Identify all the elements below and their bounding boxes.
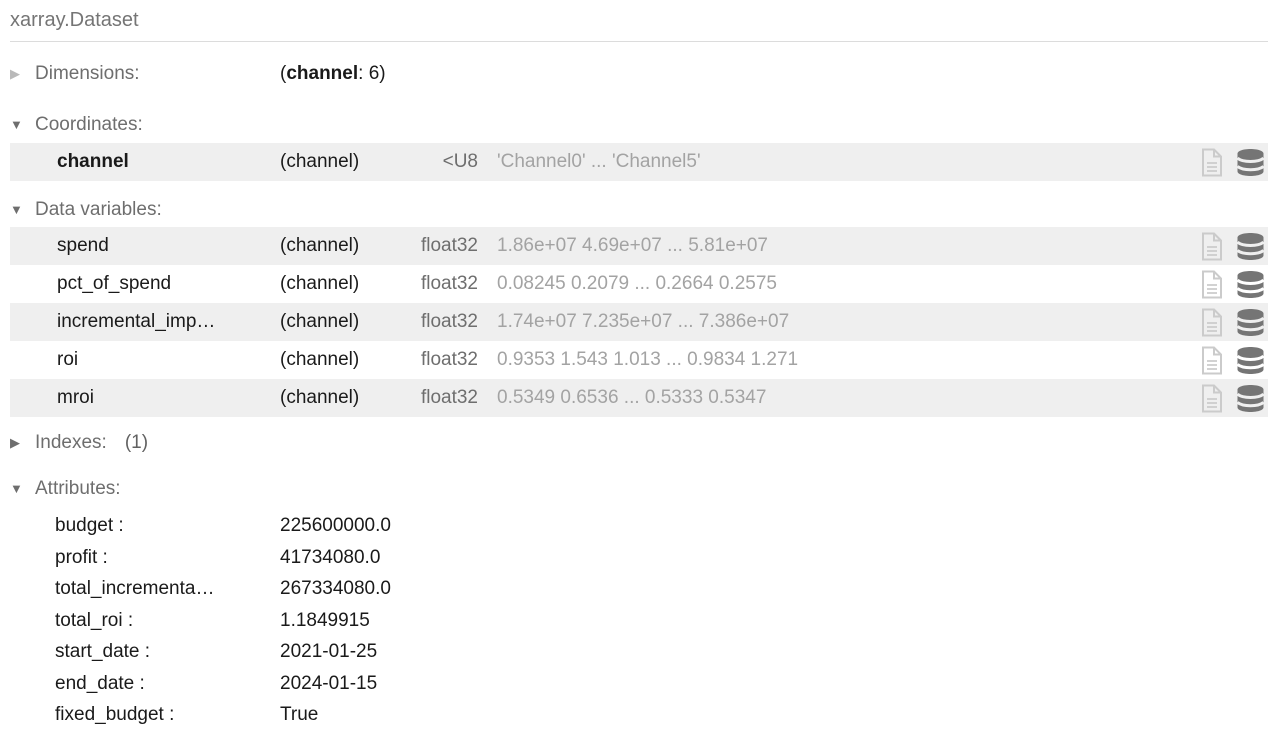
object-type-title: xarray.Dataset — [10, 9, 139, 31]
attribute-row: start_date : 2021-01-25 — [55, 636, 1268, 668]
dimension-size: : 6) — [358, 63, 386, 84]
attribute-value: 225600000.0 — [280, 515, 391, 536]
expand-collapsed-icon: ▶ — [10, 66, 20, 81]
attribute-key: start_date : — [55, 641, 151, 662]
file-text-icon[interactable] — [1200, 270, 1236, 299]
section-label-dimensions: Dimensions: — [35, 62, 140, 84]
file-text-icon[interactable] — [1200, 308, 1236, 337]
attribute-row: total_roi : 1.1849915 — [55, 605, 1268, 637]
section-header-dimensions: ▶ Dimensions: (channel: 6) — [10, 62, 1268, 85]
variable-row-spend: spend (channel) float32 1.86e+07 4.69e+0… — [10, 227, 1268, 265]
variable-dtype: float32 — [420, 235, 478, 256]
file-text-icon[interactable] — [1200, 232, 1236, 261]
database-icon[interactable] — [1236, 308, 1268, 337]
collapse-expanded-icon[interactable]: ▼ — [10, 117, 23, 132]
attribute-row: profit : 41734080.0 — [55, 542, 1268, 574]
variable-name: incremental_imp… — [57, 311, 216, 332]
collapse-expanded-icon[interactable]: ▼ — [10, 202, 23, 217]
variable-row-roi: roi (channel) float32 0.9353 1.543 1.013… — [10, 341, 1268, 379]
dimensions-summary: (channel: 6) — [280, 62, 386, 85]
variable-row-mroi: mroi (channel) float32 0.5349 0.6536 ...… — [10, 379, 1268, 417]
coordinates-list: channel (channel) <U8 'Channel0' ... 'Ch… — [10, 143, 1268, 181]
indexes-count: (1) — [124, 431, 149, 453]
file-text-icon[interactable] — [1200, 384, 1236, 413]
attribute-key: budget : — [55, 515, 124, 536]
variable-name: mroi — [57, 387, 94, 408]
coordinate-dims: (channel) — [280, 151, 360, 172]
database-icon[interactable] — [1236, 346, 1268, 375]
attribute-value: 2024-01-15 — [280, 672, 378, 694]
section-label-coordinates: Coordinates: — [35, 113, 143, 135]
expand-collapsed-icon[interactable]: ▶ — [10, 435, 20, 450]
variable-name: pct_of_spend — [57, 273, 172, 294]
xarray-dataset-repr: xarray.Dataset ▶ Dimensions: (channel: 6… — [10, 0, 1268, 731]
collapse-expanded-icon[interactable]: ▼ — [10, 481, 23, 496]
attributes-list: budget : 225600000.0 profit : 41734080.0… — [55, 510, 1268, 731]
attribute-key: fixed_budget : — [55, 704, 175, 725]
variable-dtype: float32 — [420, 387, 478, 408]
attribute-value: 267334080.0 — [280, 578, 391, 599]
dimension-name: channel — [286, 63, 359, 84]
variable-dtype: float32 — [420, 273, 478, 294]
attribute-value: True — [280, 704, 319, 725]
database-icon[interactable] — [1236, 270, 1268, 299]
variable-name: spend — [57, 235, 109, 256]
variable-preview: 0.9353 1.543 1.013 ... 0.9834 1.271 — [497, 349, 799, 370]
section-header-attributes[interactable]: ▼ Attributes: — [10, 477, 1268, 500]
section-label-indexes: Indexes: — [35, 431, 107, 453]
section-header-indexes[interactable]: ▶ Indexes: (1) — [10, 431, 1268, 454]
attribute-key: end_date : — [55, 672, 145, 694]
attribute-row: end_date : 2024-01-15 — [55, 668, 1268, 700]
file-text-icon[interactable] — [1200, 148, 1236, 177]
section-label-attributes: Attributes: — [35, 477, 121, 499]
variable-dims: (channel) — [280, 273, 360, 294]
database-icon[interactable] — [1236, 232, 1268, 261]
attribute-row: fixed_budget : True — [55, 699, 1268, 731]
section-label-data-variables: Data variables: — [35, 198, 162, 220]
coordinate-preview: 'Channel0' ... 'Channel5' — [497, 151, 701, 172]
coordinate-name: channel — [57, 151, 129, 172]
attribute-key: total_roi : — [55, 609, 134, 631]
coordinate-dtype: <U8 — [442, 151, 478, 172]
attribute-row: budget : 225600000.0 — [55, 510, 1268, 542]
database-icon[interactable] — [1236, 384, 1268, 413]
database-icon[interactable] — [1236, 148, 1268, 177]
variable-row-incremental-impact: incremental_imp… (channel) float32 1.74e… — [10, 303, 1268, 341]
variable-name: roi — [57, 349, 79, 370]
variable-preview: 0.08245 0.2079 ... 0.2664 0.2575 — [497, 273, 777, 294]
attribute-value: 2021-01-25 — [280, 641, 378, 662]
variable-dims: (channel) — [280, 235, 360, 256]
variable-dims: (channel) — [280, 387, 360, 408]
variable-preview: 1.86e+07 4.69e+07 ... 5.81e+07 — [497, 235, 769, 256]
paren-open: ( — [280, 63, 287, 84]
attribute-key: profit : — [55, 546, 108, 568]
attribute-key: total_incrementa… — [55, 578, 215, 599]
file-text-icon[interactable] — [1200, 346, 1236, 375]
variable-dims: (channel) — [280, 311, 360, 332]
coordinate-row: channel (channel) <U8 'Channel0' ... 'Ch… — [10, 143, 1268, 181]
section-header-coordinates[interactable]: ▼ Coordinates: — [10, 113, 1268, 136]
variable-dtype: float32 — [420, 311, 478, 332]
attribute-value: 1.1849915 — [280, 609, 370, 631]
variable-preview: 0.5349 0.6536 ... 0.5333 0.5347 — [497, 387, 767, 408]
section-header-data-variables[interactable]: ▼ Data variables: — [10, 198, 1268, 221]
data-variables-list: spend (channel) float32 1.86e+07 4.69e+0… — [10, 227, 1268, 417]
header-divider — [10, 41, 1268, 42]
attribute-row: total_incrementa… 267334080.0 — [55, 573, 1268, 605]
attribute-value: 41734080.0 — [280, 546, 381, 568]
variable-row-pct-of-spend: pct_of_spend (channel) float32 0.08245 0… — [10, 265, 1268, 303]
variable-dtype: float32 — [420, 349, 478, 370]
variable-preview: 1.74e+07 7.235e+07 ... 7.386e+07 — [497, 311, 790, 332]
variable-dims: (channel) — [280, 349, 360, 370]
